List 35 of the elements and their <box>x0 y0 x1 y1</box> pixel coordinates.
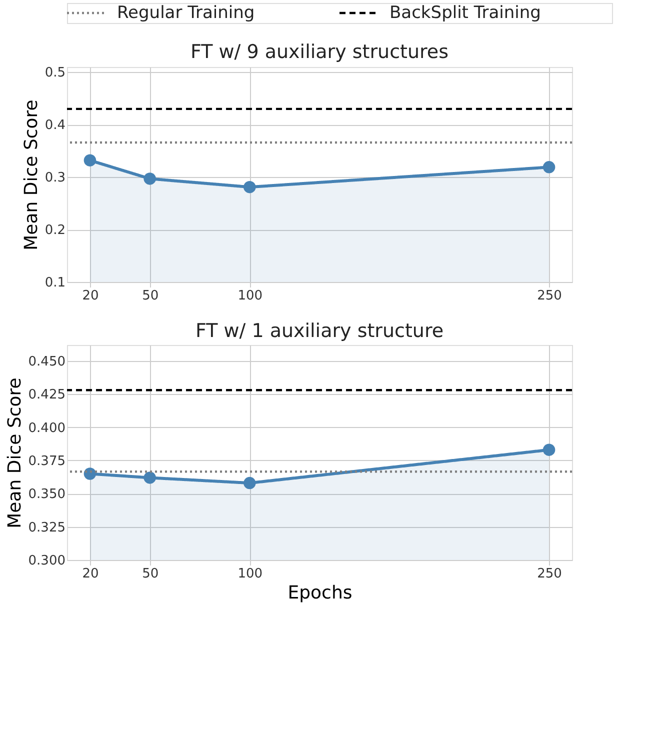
x-tick-label: 50 <box>142 566 159 582</box>
y-tick-label: 0.1 <box>44 276 66 290</box>
y-tick-label: 0.450 <box>28 354 66 370</box>
legend-label: BackSplit Training <box>390 3 541 23</box>
chart-title: FT w/ 1 auxiliary structure <box>195 320 444 342</box>
y-axis-title: Mean Dice Score <box>4 378 26 528</box>
point <box>244 180 256 194</box>
y-tick-label: 0.400 <box>28 420 66 436</box>
y-tick-label: 0.3 <box>44 170 66 186</box>
point <box>144 172 156 185</box>
y-tick-label: 0.300 <box>28 554 66 568</box>
y-tick-label: 0.350 <box>28 487 66 502</box>
y-tick-label: 0.425 <box>28 388 66 403</box>
x-tick-label: 250 <box>537 566 562 582</box>
chart-title: FT w/ 9 auxiliary structures <box>190 41 448 64</box>
point <box>542 161 556 174</box>
point <box>144 472 156 484</box>
x-axis-title: Epochs <box>288 582 352 604</box>
x-tick-label: 250 <box>537 288 562 304</box>
y-axis-title: Mean Dice Score <box>20 100 42 250</box>
y-tick-label: 0.2 <box>44 223 66 238</box>
x-tick-label: 20 <box>82 288 99 304</box>
y-tick-label: 0.5 <box>44 66 66 81</box>
point <box>542 444 556 456</box>
x-tick-label: 50 <box>142 288 159 304</box>
point <box>84 154 96 166</box>
point <box>84 468 96 480</box>
x-tick-label: 100 <box>238 566 263 582</box>
point <box>244 476 256 490</box>
x-tick-label: 20 <box>82 566 99 582</box>
legend-label: Regular Training <box>117 3 255 23</box>
x-tick-label: 100 <box>238 288 263 304</box>
y-tick-label: 0.325 <box>28 520 66 536</box>
y-tick-label: 0.4 <box>44 118 66 134</box>
y-tick-label: 0.375 <box>28 454 66 469</box>
